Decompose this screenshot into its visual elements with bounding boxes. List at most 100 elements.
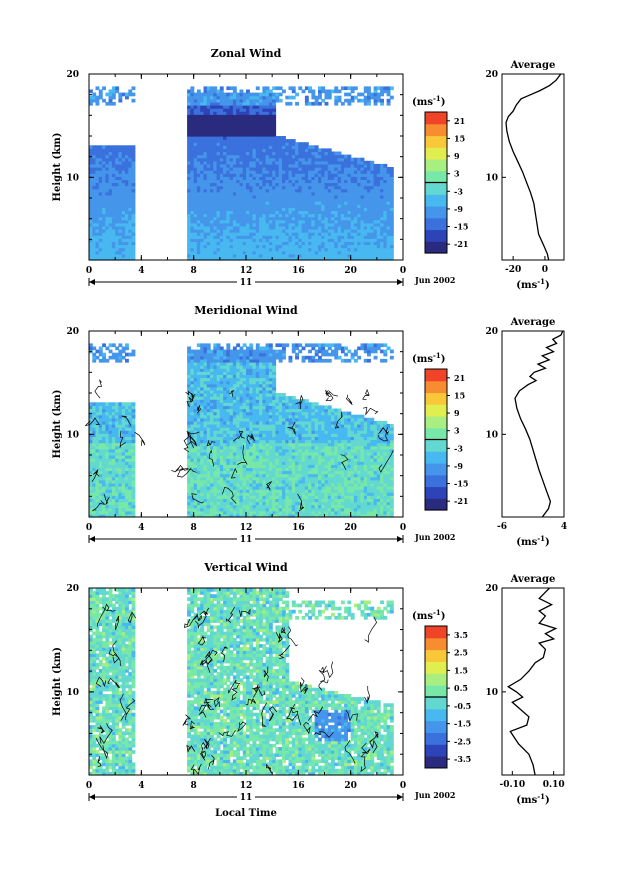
- heatmap-cell: [363, 253, 368, 258]
- heatmap-cell: [111, 455, 116, 459]
- heatmap-cell: [213, 362, 218, 366]
- heatmap-cell: [216, 98, 221, 103]
- heatmap-cell: [239, 253, 244, 258]
- heatmap-cell: [196, 492, 201, 496]
- heatmap-cell: [350, 167, 355, 171]
- heatmap-cell: [295, 241, 299, 246]
- heatmap-cell: [193, 179, 198, 184]
- heatmap-cell: [255, 198, 260, 202]
- heatmap-cell: [344, 207, 348, 211]
- heatmap-cell: [275, 229, 280, 233]
- heatmap-cell: [193, 139, 198, 143]
- heatmap-cell: [278, 167, 283, 171]
- heatmap-cell: [285, 154, 290, 159]
- heatmap-cell: [236, 442, 241, 447]
- heatmap-cell: [232, 486, 237, 490]
- heatmap-cell: [102, 207, 106, 211]
- heatmap-cell: [111, 95, 116, 100]
- heatmap-cell: [190, 355, 195, 360]
- heatmap-cell: [108, 439, 113, 444]
- heatmap-cell: [108, 476, 113, 481]
- heatmap-cell: [118, 210, 123, 215]
- heatmap-cell: [367, 201, 371, 205]
- heatmap-cell: [236, 222, 241, 227]
- heatmap-cell: [363, 222, 368, 227]
- heatmap-cell: [268, 117, 273, 122]
- heatmap-cell: [121, 486, 126, 490]
- heatmap-cell: [98, 402, 103, 406]
- heatmap-cell: [337, 235, 342, 239]
- heatmap-cell: [190, 489, 195, 493]
- heatmap-cell: [98, 408, 103, 413]
- heatmap-cell: [203, 157, 208, 162]
- heatmap-cell: [187, 355, 191, 360]
- heatmap-cell: [98, 458, 103, 462]
- heatmap-cell: [92, 167, 97, 171]
- heatmap-cell: [203, 194, 208, 199]
- heatmap-cell: [389, 167, 394, 171]
- heatmap-cell: [268, 232, 273, 236]
- heatmap-cell: [118, 349, 123, 354]
- heatmap-cell: [239, 244, 244, 249]
- heatmap-cell: [229, 225, 234, 230]
- heatmap-cell: [291, 95, 296, 100]
- heatmap-cell: [291, 244, 296, 249]
- heatmap-cell: [89, 198, 93, 202]
- heatmap-cell: [200, 498, 205, 503]
- heatmap-cell: [213, 145, 218, 149]
- heatmap-cell: [115, 408, 120, 413]
- heatmap-cell: [206, 160, 211, 165]
- heatmap-cell: [193, 250, 198, 255]
- heatmap-cell: [92, 352, 97, 357]
- heatmap-cell: [121, 92, 126, 97]
- heatmap-cell: [262, 191, 267, 196]
- heatmap-cell: [131, 151, 136, 156]
- heatmap-cell: [193, 256, 198, 261]
- heatmap-cell: [105, 225, 110, 230]
- heatmap-cell: [203, 383, 208, 388]
- heatmap-cell: [249, 123, 254, 128]
- heatmap-cell: [115, 411, 120, 416]
- heatmap-cell: [219, 111, 224, 115]
- heatmap-cell: [125, 439, 129, 444]
- heatmap-cell: [262, 213, 267, 218]
- heatmap-cell: [223, 455, 227, 459]
- heatmap-cell: [226, 136, 231, 140]
- heatmap-cell: [265, 191, 270, 196]
- heatmap-cell: [246, 204, 250, 208]
- heatmap-cell: [92, 455, 97, 459]
- heatmap-cell: [89, 210, 93, 215]
- heatmap-cell: [331, 238, 335, 242]
- heatmap-cell: [200, 105, 205, 109]
- heatmap-cell: [229, 256, 234, 261]
- heatmap-cell: [298, 148, 303, 153]
- heatmap-cell: [131, 185, 136, 190]
- heatmap-cell: [272, 225, 277, 230]
- heatmap-cell: [219, 241, 224, 246]
- heatmap-cell: [118, 92, 123, 97]
- heatmap-cell: [200, 148, 205, 153]
- heatmap-cell: [216, 451, 221, 456]
- heatmap-cell: [108, 427, 113, 431]
- heatmap-cell: [193, 123, 198, 128]
- heatmap-cell: [203, 455, 208, 459]
- heatmap-cell: [210, 126, 214, 131]
- heatmap-cell: [331, 204, 335, 208]
- heatmap-cell: [288, 225, 293, 230]
- heatmap-cell: [327, 194, 332, 199]
- heatmap-cell: [108, 154, 113, 159]
- heatmap-cell: [376, 188, 381, 193]
- heatmap-cell: [210, 402, 214, 406]
- heatmap-cell: [252, 204, 257, 208]
- heatmap-cell: [95, 179, 100, 184]
- heatmap-cell: [206, 108, 211, 112]
- heatmap-cell: [89, 513, 93, 518]
- heatmap-cell: [196, 250, 201, 255]
- heatmap-cell: [265, 235, 270, 239]
- heatmap-cell: [98, 492, 103, 496]
- heatmap-cell: [210, 225, 214, 230]
- heatmap-cell: [121, 157, 126, 162]
- heatmap-cell: [193, 371, 198, 375]
- heatmap-cell: [115, 145, 120, 149]
- heatmap-cell: [246, 244, 250, 249]
